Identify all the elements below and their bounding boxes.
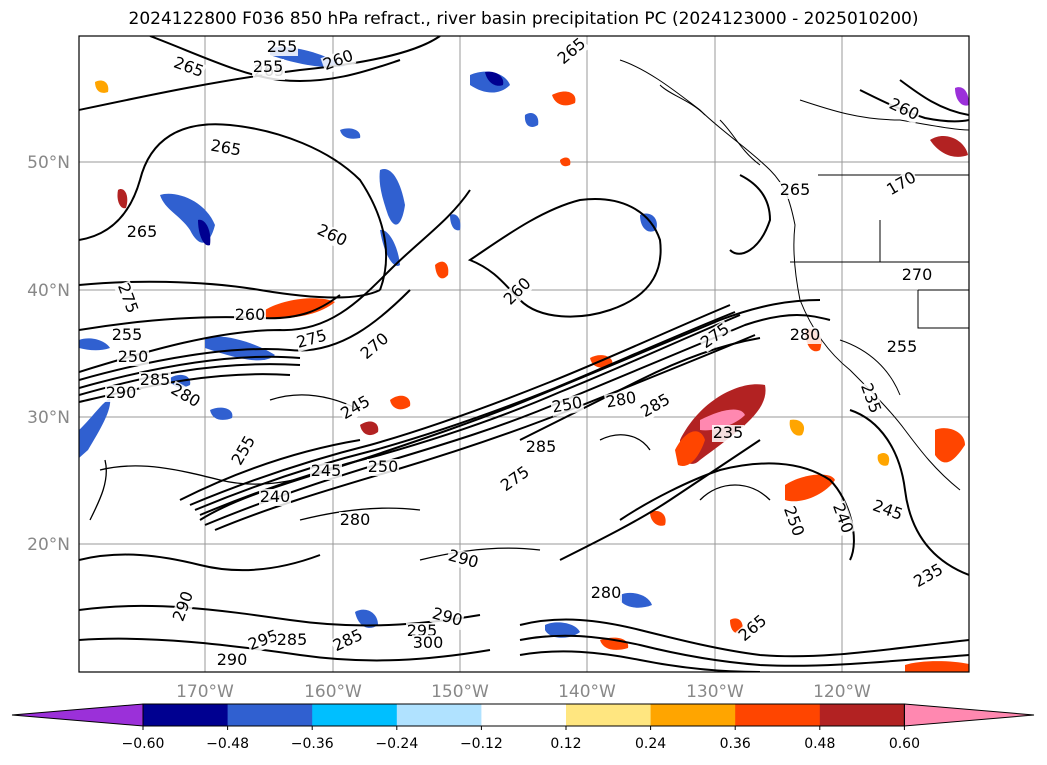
colorbar-tick-label: −0.48	[206, 736, 249, 752]
map-frame	[78, 35, 970, 673]
contour-value: 290	[106, 383, 137, 402]
colorbar-extend-low	[11, 703, 144, 727]
contour-label: 250	[367, 457, 399, 476]
colorbar-tick-label: 0.12	[550, 736, 581, 752]
contour-label: 280	[590, 583, 622, 602]
contour-label: 255	[111, 325, 143, 344]
contour-label: 285	[525, 437, 557, 456]
colorbar-tick-label: −0.12	[460, 736, 503, 752]
contour-value: 240	[260, 487, 291, 506]
contour-label: 290	[105, 383, 137, 402]
contour-value: 280	[591, 583, 622, 602]
colorbar-tick-label: 0.36	[720, 736, 751, 752]
coastlines	[619, 59, 969, 491]
colorbar: −0.60 −0.48 −0.36 −0.24 −0.12 0.12 0.24 0.36 0.4…	[11, 703, 1035, 752]
colorbar-segment	[650, 704, 736, 726]
contour-label: 285	[276, 630, 308, 649]
colorbar-segment	[143, 704, 229, 726]
contour-value: 285	[140, 370, 171, 389]
contour-label: 300	[412, 633, 444, 652]
contour-value: 255	[253, 57, 284, 76]
lon-label: 150°W	[431, 682, 489, 702]
colorbar-segment	[735, 704, 821, 726]
lat-label: 40°N	[27, 281, 70, 301]
colorbar-segment	[227, 704, 313, 726]
contour-value: 245	[311, 461, 342, 480]
contour-label: 250	[117, 347, 149, 366]
contour-labels: 2552652552602652652602652652602752552502…	[105, 34, 947, 669]
lon-label: 140°W	[558, 682, 616, 702]
contour-label: 280	[789, 325, 821, 344]
lon-label: 120°W	[813, 682, 871, 702]
contour-value: 255	[112, 325, 143, 344]
colorbar-tick-label: 0.60	[889, 736, 920, 752]
precipitation-areas	[79, 46, 969, 672]
colorbar-tick-label: 0.24	[635, 736, 666, 752]
contour-value: 255	[887, 337, 918, 356]
contour-label: 265	[126, 222, 158, 241]
contour-value: 265	[780, 180, 811, 199]
contour-label: 280	[339, 510, 371, 529]
contour-value: 285	[526, 437, 557, 456]
contour-label: 245	[310, 461, 342, 480]
contour-value: 290	[217, 650, 248, 669]
colorbar-tick-label: −0.36	[291, 736, 334, 752]
lon-label: 170°W	[176, 682, 234, 702]
lat-label: 30°N	[27, 408, 70, 428]
colorbar-tick-label: 0.48	[804, 736, 835, 752]
contour-value: 265	[127, 222, 158, 241]
contour-label: 240	[259, 487, 291, 506]
colorbar-segment	[396, 704, 482, 726]
contour-value: 250	[118, 347, 149, 366]
contour-label: 270	[901, 265, 933, 284]
lon-label: 160°W	[304, 682, 362, 702]
contour-label: 285	[139, 370, 171, 389]
map-background	[79, 36, 969, 672]
contour-value: 255	[267, 37, 298, 56]
contour-value: 280	[790, 325, 821, 344]
colorbar-segment	[819, 704, 905, 726]
lat-label: 50°N	[27, 153, 70, 173]
colorbar-segment	[312, 704, 398, 726]
contour-value: 270	[902, 265, 933, 284]
contour-label: 280	[603, 388, 639, 412]
contour-value: 300	[413, 633, 444, 652]
contour-label: 290	[216, 650, 248, 669]
contour-label: 235	[712, 423, 744, 442]
contour-label: 255	[266, 37, 298, 56]
contour-value: 260	[235, 305, 266, 324]
colorbar-extend-high	[903, 703, 1035, 727]
contour-label: 265	[779, 180, 811, 199]
contour-value: 235	[713, 423, 744, 442]
map-title: 2024122800 F036 850 hPa refract., river …	[128, 9, 919, 29]
lon-label: 130°W	[686, 682, 744, 702]
colorbar-segment	[566, 704, 652, 726]
colorbar-tick-label: −0.60	[122, 736, 165, 752]
contour-value: 285	[277, 630, 308, 649]
colorbar-outline	[142, 703, 905, 727]
contour-value: 250	[368, 457, 399, 476]
contour-label: 255	[886, 337, 918, 356]
colorbar-tick-label: −0.24	[375, 736, 418, 752]
contour-label: 260	[234, 305, 266, 324]
contour-label: 255	[252, 57, 284, 76]
colorbar-segment	[481, 704, 567, 726]
contour-value: 280	[340, 510, 371, 529]
contour-label: 250	[549, 393, 585, 417]
lat-label: 20°N	[27, 535, 70, 555]
